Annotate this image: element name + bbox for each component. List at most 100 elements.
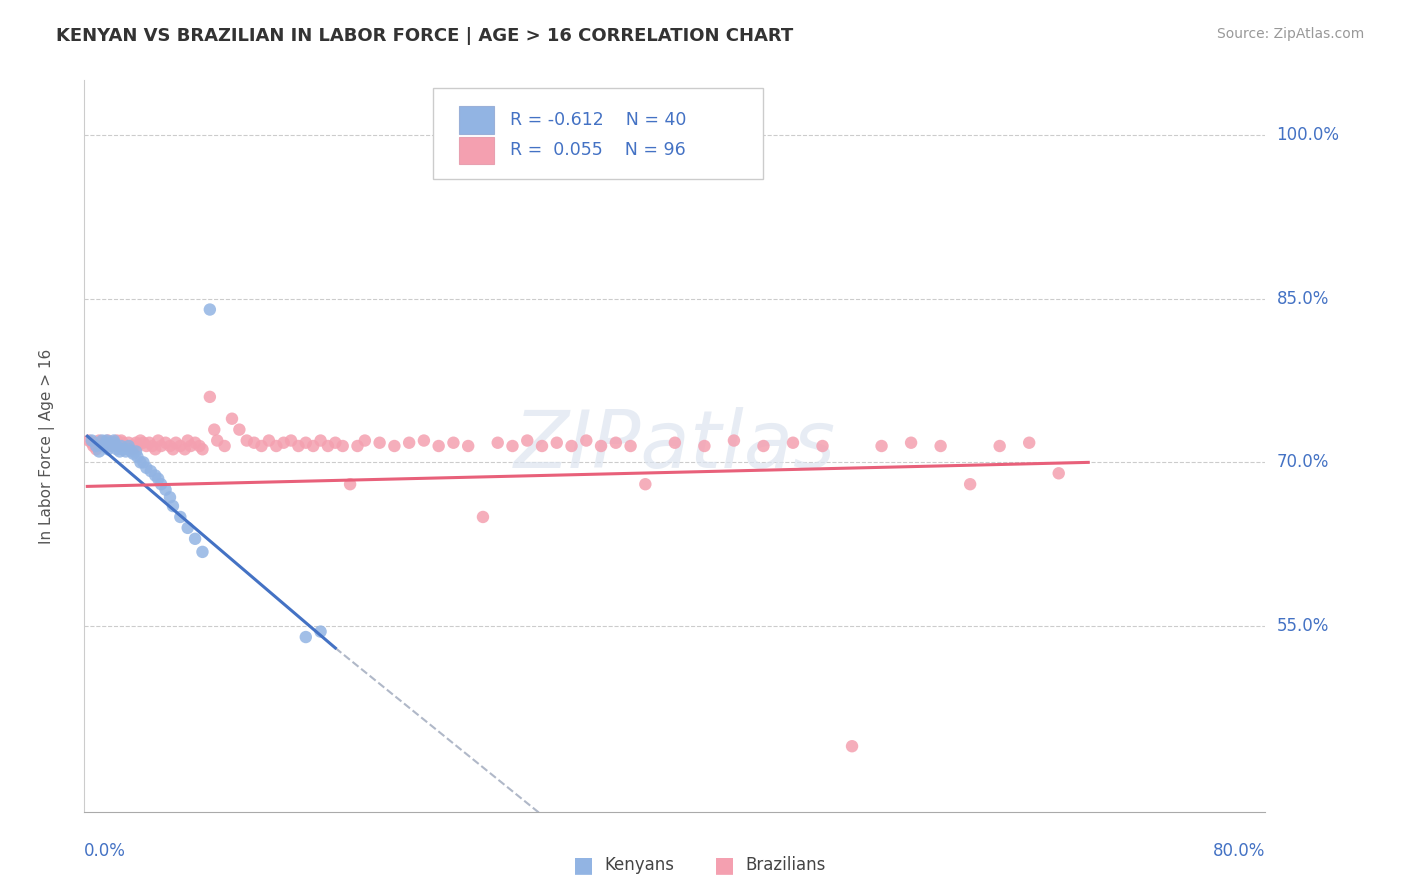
Point bbox=[165, 435, 187, 450]
Point bbox=[84, 442, 107, 457]
Point bbox=[80, 435, 103, 450]
Point bbox=[752, 439, 775, 453]
Point bbox=[135, 460, 157, 475]
Point bbox=[132, 455, 155, 469]
Point bbox=[413, 434, 436, 448]
Point bbox=[191, 545, 214, 559]
FancyBboxPatch shape bbox=[433, 87, 763, 179]
Point bbox=[159, 439, 181, 453]
Point bbox=[870, 439, 893, 453]
Text: 100.0%: 100.0% bbox=[1277, 126, 1340, 144]
Point bbox=[316, 439, 339, 453]
Point bbox=[114, 439, 136, 453]
Point bbox=[135, 439, 157, 453]
Point bbox=[118, 442, 141, 457]
Point bbox=[177, 434, 200, 448]
Point bbox=[561, 439, 583, 453]
Point bbox=[105, 439, 128, 453]
Point bbox=[121, 444, 143, 458]
Point bbox=[191, 442, 214, 457]
Point bbox=[531, 439, 554, 453]
Point bbox=[620, 439, 643, 453]
Point bbox=[108, 439, 131, 453]
Point bbox=[132, 435, 155, 450]
Point bbox=[339, 477, 361, 491]
Point bbox=[87, 444, 111, 458]
Point bbox=[295, 630, 318, 644]
Point bbox=[546, 435, 568, 450]
Point bbox=[1047, 467, 1070, 481]
Point bbox=[87, 434, 111, 448]
Point bbox=[221, 411, 243, 425]
Point bbox=[127, 450, 149, 464]
Point bbox=[257, 434, 280, 448]
Point bbox=[198, 302, 221, 317]
Point bbox=[97, 442, 120, 457]
Point bbox=[346, 439, 368, 453]
Point bbox=[162, 499, 184, 513]
Point bbox=[575, 434, 598, 448]
Point bbox=[273, 435, 295, 450]
Point bbox=[114, 444, 136, 458]
Point bbox=[125, 444, 148, 458]
Point bbox=[782, 435, 804, 450]
Point bbox=[118, 439, 141, 453]
Point bbox=[122, 447, 145, 461]
Point bbox=[103, 435, 125, 450]
Point bbox=[121, 439, 143, 453]
Point bbox=[100, 439, 122, 453]
Point bbox=[443, 435, 465, 450]
Point bbox=[169, 510, 191, 524]
Point bbox=[105, 434, 128, 448]
Point bbox=[110, 439, 132, 453]
Point bbox=[155, 435, 177, 450]
Text: ■: ■ bbox=[574, 855, 593, 875]
Point bbox=[96, 435, 118, 450]
Point bbox=[93, 439, 115, 453]
Text: R =  0.055    N = 96: R = 0.055 N = 96 bbox=[509, 142, 685, 160]
Point bbox=[111, 442, 134, 457]
Point bbox=[811, 439, 834, 453]
Point bbox=[693, 439, 716, 453]
Point bbox=[309, 624, 332, 639]
Point bbox=[100, 439, 122, 453]
Point bbox=[129, 434, 152, 448]
Point bbox=[959, 477, 981, 491]
Point bbox=[118, 435, 141, 450]
Point bbox=[398, 435, 420, 450]
Point bbox=[97, 434, 120, 448]
Point bbox=[180, 439, 202, 453]
Point bbox=[302, 439, 325, 453]
Point bbox=[162, 442, 184, 457]
Point bbox=[295, 435, 318, 450]
Point bbox=[122, 442, 145, 457]
Point bbox=[988, 439, 1011, 453]
Point bbox=[591, 439, 613, 453]
Point bbox=[900, 435, 922, 450]
Point bbox=[110, 434, 132, 448]
Point bbox=[207, 434, 229, 448]
Point bbox=[664, 435, 686, 450]
Point bbox=[129, 455, 152, 469]
Point bbox=[516, 434, 538, 448]
Point bbox=[198, 390, 221, 404]
Point bbox=[93, 439, 115, 453]
Text: R = -0.612    N = 40: R = -0.612 N = 40 bbox=[509, 111, 686, 128]
Text: ■: ■ bbox=[714, 855, 734, 875]
Point bbox=[143, 442, 166, 457]
Text: Source: ZipAtlas.com: Source: ZipAtlas.com bbox=[1216, 27, 1364, 41]
FancyBboxPatch shape bbox=[458, 136, 494, 164]
Point bbox=[332, 439, 354, 453]
Text: 70.0%: 70.0% bbox=[1277, 453, 1329, 471]
Point bbox=[723, 434, 745, 448]
Point bbox=[184, 532, 207, 546]
Point bbox=[214, 439, 236, 453]
Point bbox=[184, 435, 207, 450]
Point bbox=[150, 477, 173, 491]
Text: 55.0%: 55.0% bbox=[1277, 617, 1329, 635]
Point bbox=[143, 468, 166, 483]
Point bbox=[841, 739, 863, 754]
Text: In Labor Force | Age > 16: In Labor Force | Age > 16 bbox=[38, 349, 55, 543]
Point bbox=[1018, 435, 1040, 450]
Point bbox=[148, 434, 170, 448]
